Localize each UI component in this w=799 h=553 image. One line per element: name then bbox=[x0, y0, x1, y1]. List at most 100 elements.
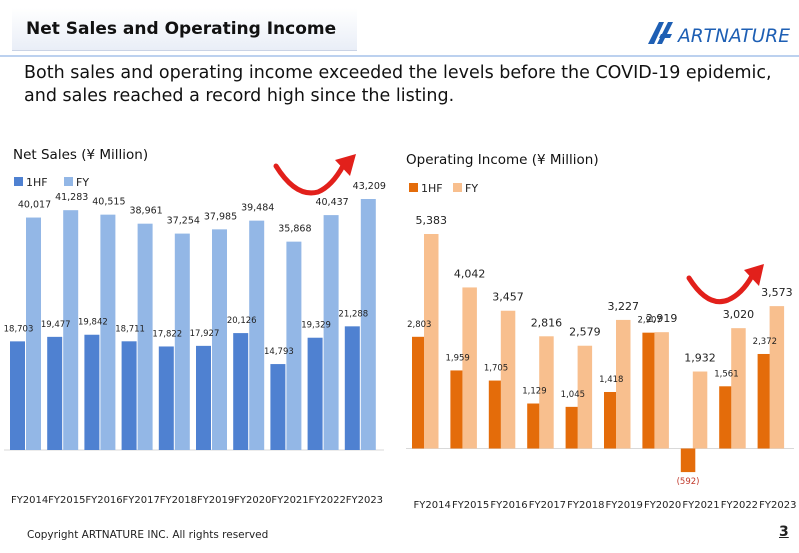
net-sales-label-fy: 43,209 bbox=[353, 181, 386, 192]
legend-label-fy: FY bbox=[465, 182, 478, 195]
copyright-text: Copyright ARTNATURE INC. All rights rese… bbox=[27, 529, 269, 541]
legend-label-fy: FY bbox=[76, 176, 89, 189]
operating-income-bar-1hf bbox=[719, 386, 734, 449]
operating-income-tick-label: FY2020 bbox=[644, 500, 681, 511]
net-sales-bar-fy bbox=[360, 199, 376, 450]
operating-income-tick-label: FY2023 bbox=[759, 500, 796, 511]
net-sales-bar-1hf bbox=[10, 341, 25, 450]
logo-text: ARTNATURE bbox=[676, 25, 790, 46]
net-sales-label-fy: 38,961 bbox=[129, 206, 162, 217]
slide-subtitle: Both sales and operating income exceeded… bbox=[24, 63, 772, 106]
net-sales-bar-fy bbox=[174, 233, 190, 450]
net-sales-bar-fy bbox=[26, 217, 41, 450]
title-box bbox=[12, 8, 357, 51]
legend-swatch-fy bbox=[64, 177, 73, 186]
operating-income-bar-fy bbox=[616, 319, 631, 449]
net-sales-bar-1hf bbox=[307, 337, 323, 450]
net-sales-bar-1hf bbox=[233, 333, 249, 450]
operating-income-tick-label: FY2015 bbox=[452, 500, 489, 511]
operating-income-bar-fy bbox=[577, 345, 593, 449]
operating-income-label-fy: 3,573 bbox=[761, 286, 793, 299]
net-sales-label-1hf: 19,842 bbox=[78, 318, 108, 328]
net-sales-label-1hf: 17,927 bbox=[190, 329, 220, 339]
net-sales-bar-1hf bbox=[121, 341, 137, 450]
net-sales-bar-fy bbox=[249, 220, 265, 450]
operating-income-tick-label: FY2019 bbox=[606, 500, 643, 511]
legend-swatch-1hf bbox=[14, 177, 23, 186]
header-divider bbox=[0, 55, 799, 57]
net-sales-label-fy: 35,868 bbox=[278, 224, 311, 235]
operating-income-label-1hf: 2,907 bbox=[637, 316, 661, 326]
operating-income-bar-1hf bbox=[450, 370, 465, 449]
net-sales-bar-fy bbox=[323, 215, 339, 450]
operating-income-bar-1hf bbox=[488, 380, 504, 449]
operating-income-trend-arrow bbox=[686, 273, 755, 305]
net-sales-label-fy: 37,985 bbox=[204, 211, 237, 222]
net-sales-label-fy: 40,437 bbox=[315, 197, 348, 208]
net-sales-trend-arrow bbox=[273, 163, 346, 196]
operating-income-label-fy: 3,020 bbox=[723, 308, 755, 321]
net-sales-bar-1hf bbox=[270, 364, 286, 450]
operating-income-label-fy: 1,932 bbox=[684, 352, 716, 365]
operating-income-label-1hf: 2,372 bbox=[753, 337, 777, 347]
operating-income-arrow-head-icon bbox=[744, 264, 764, 286]
net-sales-label-1hf: 17,822 bbox=[152, 329, 182, 339]
operating-income-bar-1hf bbox=[642, 332, 657, 449]
net-sales-bar-1hf bbox=[158, 346, 174, 450]
net-sales-label-1hf: 14,793 bbox=[264, 347, 294, 357]
net-sales-tick-label: FY2017 bbox=[123, 495, 160, 506]
net-sales-tick-label: FY2018 bbox=[160, 495, 197, 506]
operating-income-bar-fy bbox=[769, 306, 785, 449]
operating-income-label-fy: 2,816 bbox=[531, 316, 563, 329]
net-sales-label-1hf: 18,711 bbox=[115, 324, 145, 334]
net-sales-tick-label: FY2020 bbox=[234, 495, 271, 506]
net-sales-tick-label: FY2016 bbox=[85, 495, 122, 506]
operating-income-chart-title: Operating Income (¥ Million) bbox=[406, 152, 599, 168]
operating-income-bar-fy bbox=[500, 310, 516, 449]
net-sales-label-1hf: 18,703 bbox=[4, 324, 34, 334]
legend-label-1hf: 1HF bbox=[421, 182, 443, 195]
net-sales-tick-label: FY2015 bbox=[48, 495, 85, 506]
operating-income-tick-label: FY2021 bbox=[682, 500, 719, 511]
page-title: Net Sales and Operating Income bbox=[26, 19, 337, 39]
net-sales-label-fy: 40,515 bbox=[92, 197, 125, 208]
legend-swatch-1hf bbox=[409, 183, 418, 192]
net-sales-chart-title: Net Sales (¥ Million) bbox=[13, 147, 149, 163]
operating-income-bar-1hf bbox=[757, 353, 773, 449]
logo-mark-icon bbox=[648, 22, 673, 44]
net-sales-bar-fy bbox=[100, 214, 116, 450]
operating-income-tick-label: FY2014 bbox=[414, 500, 451, 511]
net-sales-bar-fy bbox=[286, 241, 302, 450]
operating-income-bar-fy bbox=[424, 234, 439, 449]
net-sales-bar-fy bbox=[63, 210, 79, 450]
net-sales-tick-label: FY2019 bbox=[197, 495, 234, 506]
operating-income-label-1hf: 2,803 bbox=[407, 320, 431, 330]
net-sales-label-fy: 40,017 bbox=[18, 200, 51, 211]
legend-swatch-fy bbox=[453, 183, 462, 192]
operating-income-label-fy: 4,042 bbox=[454, 267, 486, 280]
header-bar: Net Sales and Operating Income ARTNATURE bbox=[0, 0, 799, 54]
operating-income-label-1hf: 1,129 bbox=[522, 387, 546, 397]
operating-income-bar-1hf bbox=[527, 403, 542, 449]
operating-income-bar-fy bbox=[692, 371, 708, 449]
operating-income-bar-1hf bbox=[565, 406, 581, 449]
operating-income-label-1hf: 1,561 bbox=[714, 369, 738, 379]
net-sales-tick-label: FY2023 bbox=[346, 495, 383, 506]
operating-income-bar-fy bbox=[731, 328, 746, 449]
net-sales-label-fy: 39,484 bbox=[241, 203, 274, 214]
net-sales-bar-1hf bbox=[196, 345, 211, 450]
operating-income-label-1hf: (592) bbox=[677, 477, 700, 487]
operating-income-label-1hf: 1,959 bbox=[445, 353, 469, 363]
operating-income-bar-fy bbox=[539, 336, 554, 449]
operating-income-tick-label: FY2018 bbox=[567, 500, 604, 511]
net-sales-label-1hf: 21,288 bbox=[338, 309, 368, 319]
net-sales-tick-label: FY2014 bbox=[11, 495, 48, 506]
artnature-logo: ARTNATURE bbox=[648, 22, 790, 46]
net-sales-label-1hf: 20,126 bbox=[227, 316, 257, 326]
operating-income-tick-label: FY2017 bbox=[529, 500, 566, 511]
operating-income-tick-label: FY2016 bbox=[490, 500, 527, 511]
operating-income-label-1hf: 1,045 bbox=[561, 390, 585, 400]
operating-income-label-fy: 3,457 bbox=[492, 291, 524, 304]
net-sales-label-fy: 41,283 bbox=[55, 192, 88, 203]
page-number: 3 bbox=[779, 524, 789, 540]
